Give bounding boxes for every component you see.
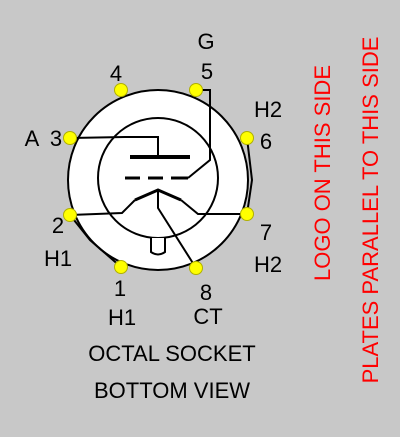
pin-7-number: 7 — [260, 220, 272, 245]
socket-outer-ring — [67, 89, 249, 271]
jumper-pin1-pin2 — [69, 214, 122, 268]
pin-8-label: CT — [193, 304, 222, 329]
pin-1-label: H1 — [108, 305, 136, 330]
lead-center-tap — [157, 190, 197, 269]
caption-line2: BOTTOM VIEW — [94, 378, 250, 403]
pin-3-dot — [63, 131, 77, 145]
lead-filament-left — [69, 199, 136, 216]
pin-6-number: 6 — [260, 129, 272, 154]
note-plates-parallel: PLATES PARALLEL TO THIS SIDE — [358, 37, 383, 384]
lead-filament-right — [180, 199, 247, 215]
pin-2-number: 2 — [52, 213, 64, 238]
caption-line1: OCTAL SOCKET — [88, 341, 255, 366]
pin-3-label: A — [25, 126, 40, 151]
pin-1-dot — [114, 260, 128, 274]
pin-4-dot — [114, 83, 128, 97]
pin-5-number: 5 — [201, 59, 213, 84]
pin-7-label: H2 — [254, 252, 282, 277]
pin-7-dot — [240, 207, 254, 221]
note-logo-side: LOGO ON THIS SIDE — [310, 65, 335, 281]
pin-8-number: 8 — [200, 280, 212, 305]
jumper-pin6-pin7 — [246, 137, 254, 215]
pin-2-dot — [63, 208, 77, 222]
pin-3-number: 3 — [50, 126, 62, 151]
pin-5-dot — [189, 83, 203, 97]
pin-6-label: H2 — [254, 97, 282, 122]
key-bump — [150, 238, 166, 256]
pin-2-label: H1 — [44, 246, 72, 271]
pin-4-number: 4 — [110, 61, 122, 86]
pins-layer: 1 H1 2 H1 3A 4 5 G 6 H2 7 H2 8CT — [25, 29, 282, 330]
pin-5-label: G — [197, 29, 214, 54]
pin-6-dot — [240, 131, 254, 145]
pin-1-number: 1 — [114, 276, 126, 301]
lead-anode — [69, 136, 159, 140]
wiring — [69, 89, 254, 269]
pin-8-dot — [189, 261, 203, 275]
